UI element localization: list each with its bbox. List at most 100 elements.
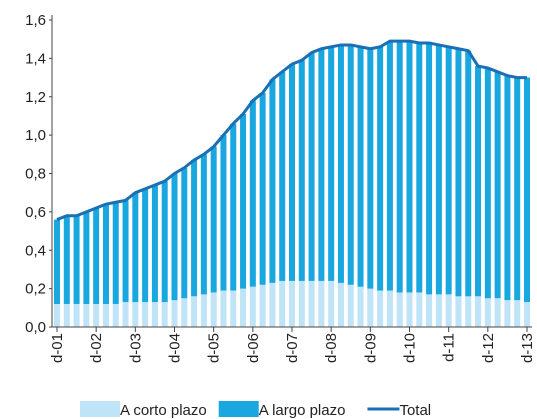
bar-segment bbox=[151, 185, 158, 303]
bar-segment bbox=[328, 280, 335, 327]
bar-segment bbox=[249, 100, 256, 287]
bar-segment bbox=[445, 46, 452, 295]
x-tick-label: d-05 bbox=[206, 333, 223, 363]
bar-segment bbox=[83, 211, 90, 304]
bar-segment bbox=[406, 41, 413, 293]
y-tick-label: 1,2 bbox=[25, 89, 46, 106]
bar-segment bbox=[54, 219, 60, 304]
bar-segment bbox=[240, 114, 247, 289]
bar-segment bbox=[102, 303, 109, 327]
bar-segment bbox=[445, 294, 452, 327]
bar-segment bbox=[494, 298, 501, 327]
bar-segment bbox=[396, 41, 403, 293]
bar-segment bbox=[298, 60, 305, 281]
bar-segment bbox=[367, 48, 374, 289]
bar-segment bbox=[504, 300, 511, 327]
y-tick-label: 1,6 bbox=[25, 12, 46, 29]
bar-segment bbox=[249, 286, 256, 327]
bar-segment bbox=[210, 146, 217, 293]
bar-segment bbox=[308, 52, 315, 281]
bar-segment bbox=[220, 290, 227, 327]
legend-swatch bbox=[80, 401, 120, 417]
y-tick-label: 0,6 bbox=[25, 204, 46, 221]
bar-segment bbox=[386, 290, 393, 327]
bar-segment bbox=[357, 46, 364, 287]
x-tick-label: d-12 bbox=[480, 333, 497, 363]
bar-segment bbox=[289, 280, 295, 327]
bar-segment bbox=[426, 294, 433, 327]
bar-segment bbox=[132, 302, 139, 327]
bar-segment bbox=[122, 302, 129, 327]
bar-segment bbox=[475, 296, 482, 327]
bar-segment bbox=[54, 303, 60, 327]
bar-segment bbox=[426, 43, 433, 295]
y-tick-label: 1,0 bbox=[25, 127, 46, 144]
bar-segment bbox=[220, 135, 227, 291]
bar-segment bbox=[230, 290, 237, 327]
bar-segment bbox=[191, 160, 198, 297]
x-tick-label: d-03 bbox=[127, 333, 144, 363]
y-tick-label: 0,0 bbox=[25, 319, 46, 336]
legend-label: A largo plazo bbox=[259, 402, 346, 419]
legend-label: Total bbox=[399, 402, 431, 419]
bar-segment bbox=[289, 64, 295, 281]
total-line bbox=[56, 39, 527, 221]
bar-segment bbox=[494, 71, 501, 299]
y-tick-label: 0,2 bbox=[25, 281, 46, 298]
bar-segment bbox=[73, 215, 80, 304]
bar-segment bbox=[406, 292, 413, 327]
bar-segment bbox=[161, 302, 168, 327]
bar-segment bbox=[416, 292, 423, 327]
bar-segment bbox=[435, 294, 442, 327]
bar-segment bbox=[308, 280, 315, 327]
bar-segment bbox=[484, 67, 491, 299]
bar-segment bbox=[63, 303, 70, 327]
bar-segment bbox=[200, 294, 207, 327]
bar-segment bbox=[259, 284, 266, 327]
bar-segment bbox=[112, 303, 119, 327]
bar-segment bbox=[279, 71, 286, 281]
x-tick-label: d-09 bbox=[362, 333, 379, 363]
bar-segment bbox=[455, 296, 462, 327]
bar-segment bbox=[435, 44, 442, 295]
x-tick-label: d-07 bbox=[284, 333, 301, 363]
bar-segment bbox=[465, 50, 472, 297]
bar-segment bbox=[524, 302, 530, 327]
bar-segment bbox=[93, 208, 100, 304]
bar-segment bbox=[465, 296, 472, 327]
bar-segment bbox=[357, 286, 364, 327]
bar-segment bbox=[514, 300, 521, 327]
bar-segment bbox=[161, 181, 168, 303]
bar-segment bbox=[347, 284, 354, 327]
bar-segment bbox=[347, 44, 354, 285]
bar-segment bbox=[367, 288, 374, 327]
bar-segment bbox=[240, 288, 247, 327]
bar-segment bbox=[171, 173, 178, 301]
bar-segment bbox=[112, 202, 119, 304]
bar-segment bbox=[210, 292, 217, 327]
bar-segment bbox=[181, 167, 188, 299]
bar-segment bbox=[377, 290, 384, 327]
bar-segment bbox=[269, 282, 276, 327]
bar-segment bbox=[318, 280, 325, 327]
bar-segment bbox=[63, 215, 70, 304]
bar-segment bbox=[337, 44, 344, 283]
bar-segment bbox=[279, 280, 286, 327]
bar-segment bbox=[396, 292, 403, 327]
bar-segment bbox=[514, 77, 521, 301]
x-tick-label: d-10 bbox=[402, 333, 419, 363]
bar-segment bbox=[524, 77, 530, 303]
bar-segment bbox=[269, 79, 276, 283]
bar-segment bbox=[455, 48, 462, 297]
bar-segment bbox=[132, 192, 139, 303]
bar-segment bbox=[298, 280, 305, 327]
bar-segment bbox=[475, 66, 482, 297]
bar-segment bbox=[181, 298, 188, 327]
bar-segment bbox=[386, 41, 393, 291]
bar-segment bbox=[230, 123, 237, 291]
y-tick-label: 0,4 bbox=[25, 242, 46, 259]
bar-segment bbox=[151, 302, 158, 327]
bar-segment bbox=[484, 298, 491, 327]
bar-segment bbox=[102, 204, 109, 304]
